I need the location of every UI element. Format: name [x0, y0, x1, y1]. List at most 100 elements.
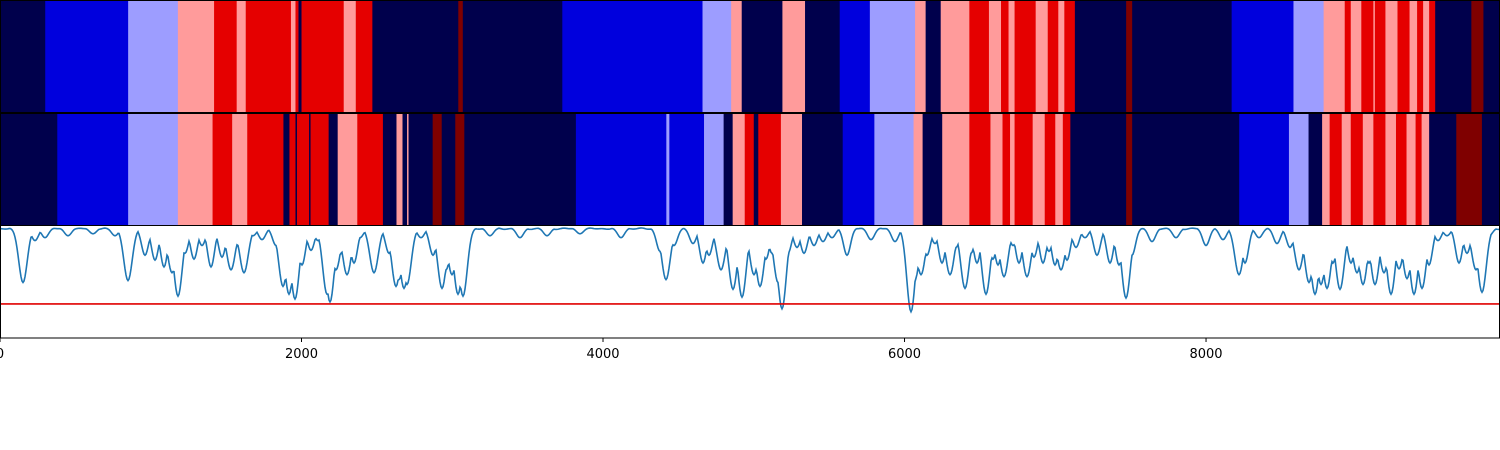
- middle-segment-segment-40: [922, 114, 943, 225]
- middle-segment-segment-41: [942, 114, 970, 225]
- middle-segment-segment-43: [990, 114, 1003, 225]
- middle-segment-segment-18: [396, 114, 403, 225]
- top-segment-segment-34: [1058, 1, 1065, 112]
- middle-segment-segment-4: [212, 114, 233, 225]
- top-segment-segment-31: [1014, 1, 1037, 112]
- x-tick-label-3: 6000: [888, 347, 921, 362]
- top-segment-segment-55: [1483, 1, 1500, 112]
- middle-segment-segment-37: [842, 114, 875, 225]
- middle-segment-segment-19: [402, 114, 408, 225]
- top-segment-segment-41: [1323, 1, 1346, 112]
- top-segment-segment-42: [1344, 1, 1352, 112]
- middle-segment-segment-27: [666, 114, 670, 225]
- top-segment-segment-1: [45, 1, 129, 112]
- top-segment-segment-38: [1132, 1, 1233, 112]
- middle-segment-segment-46: [1014, 114, 1034, 225]
- middle-segment-segment-35: [780, 114, 803, 225]
- top-segment-segment-32: [1035, 1, 1049, 112]
- top-segment-segment-13: [372, 1, 459, 112]
- middle-segment-segment-62: [1373, 114, 1386, 225]
- middle-segment-segment-51: [1070, 114, 1127, 225]
- top-segment-segment-26: [940, 1, 970, 112]
- top-segment-segment-22: [839, 1, 871, 112]
- top-segment-segment-52: [1429, 1, 1436, 112]
- trace-line: [0, 227, 1500, 314]
- middle-segment-segment-22: [432, 114, 443, 225]
- top-segment-segment-36: [1074, 1, 1127, 112]
- middle-segment-segment-26: [575, 114, 667, 225]
- x-tick-label-4: 8000: [1189, 347, 1222, 362]
- middle-segment-segment-68: [1429, 114, 1457, 225]
- middle-segment-segment-44: [1002, 114, 1011, 225]
- top-segment-segment-3: [177, 1, 215, 112]
- middle-segment-segment-17: [382, 114, 397, 225]
- middle-segment-segment-52: [1126, 114, 1133, 225]
- middle-segment-segment-0: [0, 114, 58, 225]
- x-axis: 0 2000 4000 6000 8000: [0, 338, 1223, 362]
- middle-segment-segment-29: [704, 114, 725, 225]
- segmentation-panel-middle: [0, 114, 1500, 225]
- middle-segment-segment-28: [669, 114, 705, 225]
- top-segment-segment-30: [1008, 1, 1015, 112]
- top-segment-segment-28: [988, 1, 1002, 112]
- middle-segment-segment-63: [1385, 114, 1397, 225]
- top-segment-segment-10: [301, 1, 345, 112]
- top-segment-segment-44: [1361, 1, 1374, 112]
- top-segment-segment-37: [1126, 1, 1133, 112]
- middle-segment-segment-8: [289, 114, 296, 225]
- top-segment-segment-4: [214, 1, 238, 112]
- top-segment-segment-43: [1350, 1, 1362, 112]
- x-tick-label-0: 0: [0, 347, 4, 362]
- middle-segment-segment-61: [1362, 114, 1374, 225]
- middle-segment-segment-10: [296, 114, 310, 225]
- top-segment-segment-15: [462, 1, 563, 112]
- middle-segment-segment-59: [1341, 114, 1352, 225]
- top-segment-segment-33: [1047, 1, 1059, 112]
- x-tick-label-1: 2000: [285, 347, 318, 362]
- middle-segment-segment-50: [1062, 114, 1071, 225]
- top-segment-segment-5: [236, 1, 247, 112]
- top-segment-segment-39: [1231, 1, 1294, 112]
- middle-segment-segment-64: [1395, 114, 1407, 225]
- middle-segment-segment-57: [1322, 114, 1331, 225]
- top-segment-segment-9: [298, 1, 302, 112]
- top-segment-segment-20: [782, 1, 806, 112]
- top-segment-segment-19: [741, 1, 783, 112]
- top-segment-segment-7: [290, 1, 296, 112]
- top-segment-segment-8: [295, 1, 299, 112]
- middle-segment-segment-9: [295, 114, 298, 225]
- middle-segment-segment-12: [310, 114, 330, 225]
- middle-segment-segment-69: [1456, 114, 1483, 225]
- trace-panel-bottom: [0, 226, 1500, 338]
- middle-segment-segment-70: [1481, 114, 1500, 225]
- middle-segment-segment-24: [455, 114, 465, 225]
- top-segment-segment-50: [1417, 1, 1424, 112]
- top-segment-segment-0: [0, 1, 46, 112]
- top-segment-segment-17: [702, 1, 732, 112]
- middle-segment-segment-11: [309, 114, 311, 225]
- middle-segment-segment-5: [232, 114, 248, 225]
- top-segment-segment-6: [245, 1, 292, 112]
- top-segment-segment-11: [343, 1, 357, 112]
- middle-segment-segment-53: [1132, 114, 1240, 225]
- middle-segment-segment-3: [177, 114, 213, 225]
- top-segment-segment-49: [1409, 1, 1418, 112]
- top-segment-segment-16: [562, 1, 703, 112]
- middle-segment-segment-6: [247, 114, 284, 225]
- top-segment-segment-48: [1397, 1, 1410, 112]
- top-segment-segment-51: [1423, 1, 1430, 112]
- middle-segment-segment-33: [753, 114, 759, 225]
- top-segment-segment-35: [1064, 1, 1076, 112]
- middle-segment-segment-38: [874, 114, 914, 225]
- middle-segment-segment-60: [1350, 114, 1364, 225]
- middle-segment-segment-54: [1239, 114, 1290, 225]
- top-segment-segment-18: [731, 1, 743, 112]
- middle-segment-segment-2: [128, 114, 179, 225]
- middle-segment-segment-15: [337, 114, 358, 225]
- top-segment-segment-54: [1471, 1, 1484, 112]
- segmentation-panel-top: [0, 1, 1500, 112]
- middle-segment-segment-58: [1329, 114, 1343, 225]
- middle-segment-segment-55: [1288, 114, 1309, 225]
- top-segment-segment-45: [1373, 1, 1376, 112]
